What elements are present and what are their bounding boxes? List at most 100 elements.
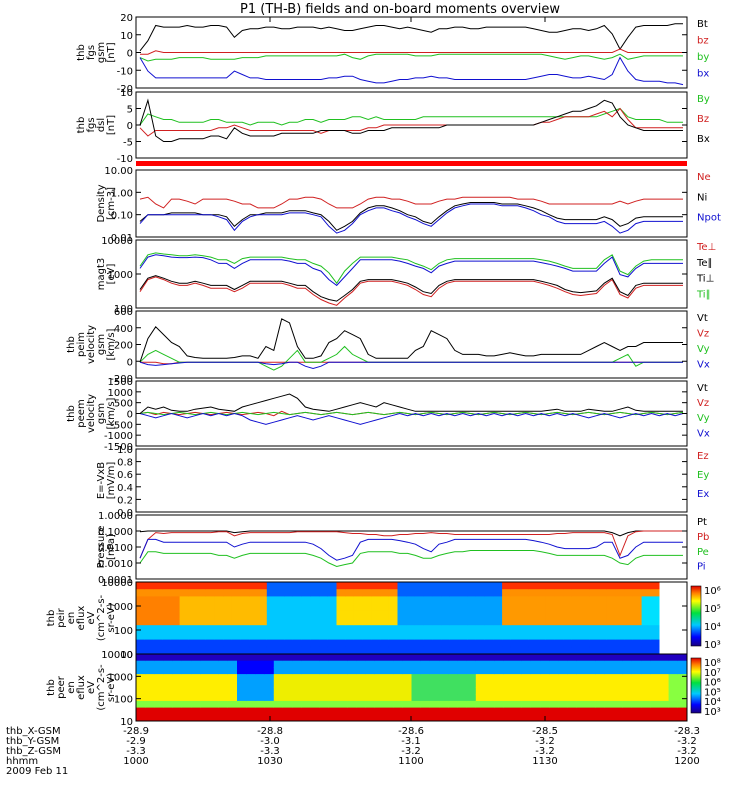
spectrogram-cell — [144, 603, 154, 612]
spectrogram-cell — [145, 707, 155, 715]
spectrogram-cell — [448, 667, 458, 675]
spectrogram-cell — [475, 625, 486, 633]
spectrogram-cell — [510, 589, 520, 597]
spectrogram-cell — [624, 610, 634, 619]
spectrogram-cell — [197, 639, 207, 648]
spectrogram-cell — [347, 667, 357, 675]
spectrogram-cell — [380, 596, 390, 605]
spectrogram-cell — [371, 603, 381, 612]
ytick-label-peem_velocity: 1500 — [108, 377, 133, 388]
spectrogram-cell — [458, 603, 468, 612]
spectrogram-cell — [218, 707, 229, 715]
spectrogram-cell — [423, 618, 433, 626]
spectrogram-cell — [153, 603, 163, 612]
spectrogram-cell — [494, 654, 504, 662]
spectrogram-cell — [458, 632, 468, 641]
spectrogram-cell — [604, 714, 615, 722]
spectrogram-cell — [338, 680, 348, 688]
colorbar-label-peer_spectrogram: 10⁷ — [704, 668, 721, 679]
spectrogram-cell — [292, 618, 303, 626]
spectrogram-cell — [227, 687, 238, 695]
spectrogram-cell — [485, 687, 495, 695]
legend-temperature: Te∥ — [696, 258, 713, 269]
spectrogram-cell — [237, 700, 247, 709]
spectrogram-cell — [353, 596, 364, 605]
spectrogram-cell — [448, 694, 458, 702]
spectrogram-cell — [668, 707, 679, 715]
spectrogram-cell — [441, 618, 451, 626]
spectrogram-cell — [205, 589, 215, 597]
spectrogram-cell — [237, 680, 247, 688]
spectrogram-cell — [246, 680, 256, 688]
spectrogram-cell — [406, 618, 416, 626]
spectrogram-cell — [411, 714, 422, 722]
spectrogram-cell — [632, 589, 643, 597]
spectrogram-cell — [493, 646, 503, 655]
spectrogram-cell — [595, 654, 605, 662]
spectrogram-cell — [273, 654, 284, 662]
spectrogram-cell — [563, 632, 573, 641]
spectrogram-cell — [432, 603, 442, 612]
ylabel-peim_velocity: peim — [76, 332, 87, 357]
ytick-label-peim_velocity: 400 — [114, 324, 133, 335]
spectrogram-cell — [475, 694, 486, 702]
spectrogram-cell — [668, 667, 679, 675]
spectrogram-cell — [677, 674, 688, 682]
ylabel-peim_velocity: velocity — [86, 325, 97, 364]
spectrogram-cell — [475, 667, 486, 675]
ylabel-peim_velocity: gsm — [96, 334, 107, 355]
spectrogram-cell — [264, 660, 275, 668]
spectrogram-cell — [237, 654, 247, 662]
spectrogram-cell — [567, 667, 578, 675]
spectrogram-cell — [659, 687, 670, 695]
ylabel-pressure: Pressure — [96, 526, 107, 569]
ylabel-peir_spectrogram: en — [66, 612, 77, 625]
spectrogram-cell — [458, 639, 468, 648]
spectrogram-cell — [356, 654, 367, 662]
spectrogram-cell — [345, 646, 355, 655]
spectrogram-cell — [255, 660, 266, 668]
spectrogram-cell — [558, 714, 569, 722]
xaxis-value: -28.5 — [532, 726, 558, 737]
spectrogram-cell — [519, 639, 529, 648]
spectrogram-cell — [571, 625, 581, 633]
spectrogram-cell — [136, 667, 146, 675]
spectrogram-cell — [328, 687, 339, 695]
series-temperature-Ti⊥ — [139, 254, 683, 287]
spectrogram-cell — [273, 667, 284, 675]
spectrogram-cell — [554, 646, 564, 655]
series-fgs_gsm-by — [139, 53, 683, 62]
spectrogram-cell — [589, 603, 599, 612]
legend-efield: Ex — [697, 489, 709, 500]
spectrogram-cell — [393, 654, 403, 662]
spectrogram-cell — [615, 582, 625, 590]
ytick-label-fgs_dsl: 5 — [127, 105, 133, 116]
spectrogram-cell — [439, 687, 449, 695]
spectrogram-cell — [181, 654, 192, 662]
spectrogram-cell — [484, 596, 494, 605]
spectrogram-cell — [227, 654, 238, 662]
spectrogram-cell — [209, 660, 220, 668]
spectrogram-cell — [457, 654, 468, 662]
spectrogram-cell — [181, 687, 192, 695]
spectrogram-cell — [237, 667, 247, 675]
spectrogram-cell — [336, 596, 346, 605]
spectrogram-cell — [494, 674, 504, 682]
ylabel-peim_velocity: [km/s] — [106, 328, 117, 360]
spectrogram-cell — [567, 714, 578, 722]
spectrogram-cell — [191, 700, 201, 709]
ylabel-peer_spectrogram: (cm^2-s- — [96, 664, 107, 711]
spectrogram-cell — [214, 625, 224, 633]
spectrogram-cell — [249, 582, 259, 590]
spectrogram-cell — [249, 610, 259, 619]
spectrogram-cell — [519, 596, 529, 605]
spectrogram-cell — [255, 707, 266, 715]
spectrogram-cell — [484, 625, 494, 633]
spectrogram-cell — [336, 610, 346, 619]
spectrogram-cell — [485, 667, 495, 675]
spectrogram-cell — [214, 639, 224, 648]
spectrogram-cell — [567, 680, 578, 688]
spectrogram-cell — [319, 674, 330, 682]
spectrogram-cell — [448, 674, 458, 682]
spectrogram-cell — [397, 646, 407, 655]
